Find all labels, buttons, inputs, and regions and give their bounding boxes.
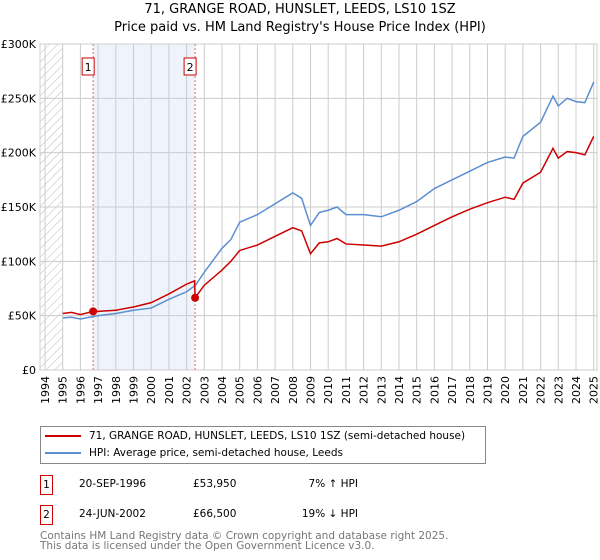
- x-tick-label: 2010: [322, 376, 335, 404]
- legend-label: 71, GRANGE ROAD, HUNSLET, LEEDS, LS10 1S…: [89, 430, 466, 442]
- x-tick-label: 2007: [269, 376, 282, 404]
- x-tick-label: 2025: [588, 376, 600, 404]
- transaction-hpi: 7% ↑ HPI: [308, 478, 358, 490]
- y-tick-label: £100K: [1, 255, 37, 268]
- transaction-hpi: 19% ↓ HPI: [301, 508, 358, 520]
- y-tick-label: £50K: [8, 310, 37, 323]
- marker-badge: 1: [40, 475, 53, 495]
- x-tick-label: 2006: [251, 376, 264, 404]
- sale-point: [89, 307, 98, 316]
- x-tick-label: 1995: [57, 376, 70, 404]
- chart-title: 71, GRANGE ROAD, HUNSLET, LEEDS, LS10 1S…: [144, 2, 456, 17]
- property-price-line: [62, 136, 595, 316]
- x-tick-label: 2018: [464, 376, 477, 404]
- x-tick-label: 2021: [517, 376, 530, 404]
- x-tick-label: 2017: [446, 376, 459, 404]
- x-tick-label: 2008: [287, 376, 300, 404]
- x-tick-label: 1998: [110, 376, 123, 404]
- x-tick-label: 1996: [74, 376, 87, 404]
- x-tick-label: 2003: [198, 376, 211, 404]
- legend-item-property: 71, GRANGE ROAD, HUNSLET, LEEDS, LS10 1S…: [45, 430, 465, 442]
- red-line-swatch: [45, 435, 81, 437]
- blue-line-swatch: [45, 452, 81, 454]
- x-tick-label: 2019: [482, 376, 495, 404]
- x-tick-label: 2001: [163, 376, 176, 404]
- x-tick-label: 2004: [216, 376, 229, 404]
- legend-label: HPI: Average price, semi-detached house,…: [89, 447, 343, 459]
- legend-item-hpi: HPI: Average price, semi-detached house,…: [45, 447, 343, 459]
- x-tick-label: 1994: [39, 376, 52, 404]
- x-tick-label: 2009: [305, 376, 318, 404]
- plot-border: [39, 43, 598, 371]
- x-tick-label: 2024: [570, 376, 583, 404]
- x-tick-label: 2016: [428, 376, 441, 404]
- x-tick-label: 1997: [92, 376, 105, 404]
- x-tick-label: 2022: [535, 376, 548, 404]
- transaction-date: 24-JUN-2002: [79, 508, 146, 520]
- footer-line: This data is licensed under the Open Gov…: [40, 540, 375, 552]
- y-tick-label: £0: [22, 364, 36, 377]
- sale-label-box: [183, 57, 197, 76]
- x-tick-label: 2000: [145, 376, 158, 404]
- y-tick-label: £200K: [1, 147, 37, 160]
- transaction-price: £53,950: [193, 478, 237, 490]
- x-tick-label: 2012: [358, 376, 371, 404]
- footer: Contains HM Land Registry data © Crown c…: [40, 530, 449, 552]
- x-tick-label: 2023: [552, 376, 565, 404]
- y-tick-label: £150K: [1, 201, 37, 214]
- x-tick-label: 2015: [411, 376, 424, 404]
- x-tick-label: 2002: [181, 376, 194, 404]
- x-tick-label: 2014: [393, 376, 406, 404]
- sale-label-box: [81, 57, 95, 76]
- sale-label: 2: [187, 61, 194, 74]
- x-tick-label: 2013: [375, 376, 388, 404]
- transaction-price: £66,500: [193, 508, 237, 520]
- sale-label: 1: [85, 61, 92, 74]
- x-tick-label: 2020: [499, 376, 512, 404]
- x-tick-label: 2005: [234, 376, 247, 404]
- x-tick-label: 1999: [128, 376, 141, 404]
- sale-point: [191, 293, 200, 302]
- hpi-line: [62, 81, 595, 320]
- transaction-date: 20-SEP-1996: [79, 478, 147, 490]
- y-tick-label: £300K: [1, 38, 37, 51]
- x-tick-label: 2011: [340, 376, 353, 404]
- y-tick-label: £250K: [1, 92, 37, 105]
- legend: 71, GRANGE ROAD, HUNSLET, LEEDS, LS10 1S…: [40, 426, 486, 464]
- price-chart: 1994 1995 1996 1997 1998 1999 2000 2001 2002 2003…: [1, 38, 600, 404]
- footer-line: Contains HM Land Registry data © Crown c…: [40, 530, 449, 542]
- marker-badge: 2: [40, 505, 53, 525]
- chart-subtitle: Price paid vs. HM Land Registry's House …: [114, 20, 486, 35]
